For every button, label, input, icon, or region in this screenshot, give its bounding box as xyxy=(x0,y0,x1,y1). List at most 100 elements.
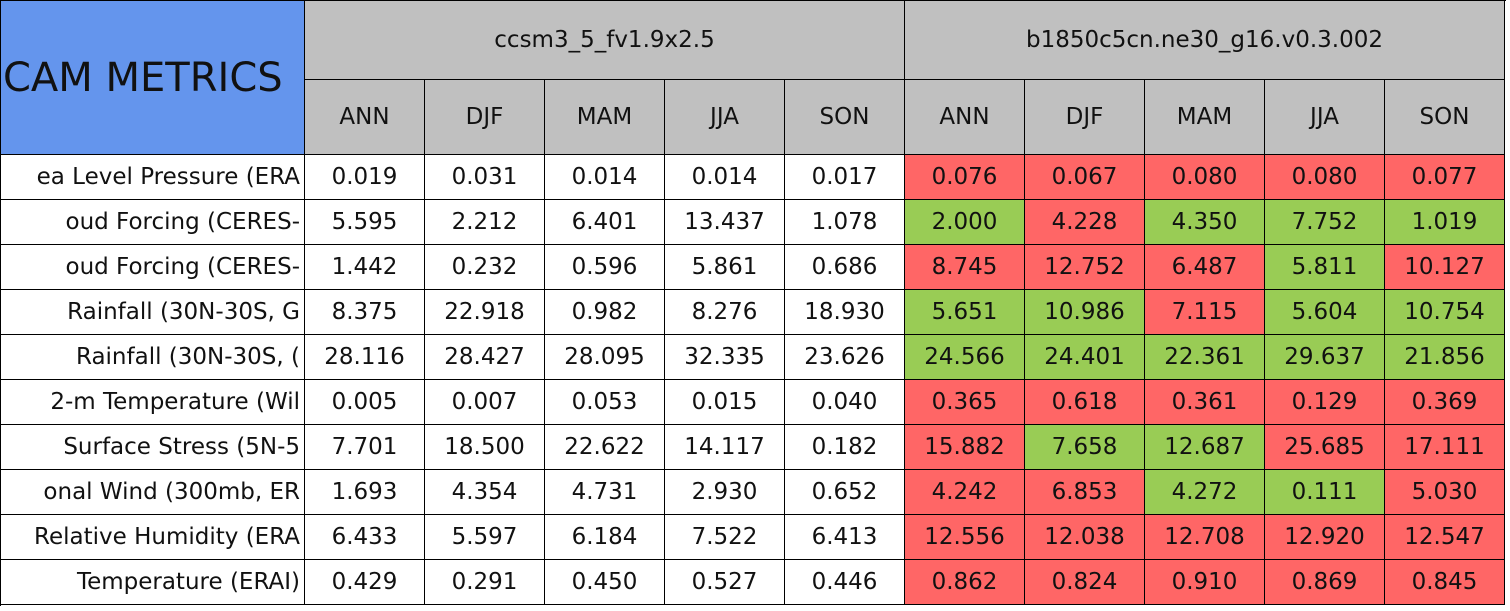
value-cell: 21.856 xyxy=(1385,335,1505,380)
row-label: Surface Stress (5N-5 xyxy=(1,425,305,470)
value-cell: 2.212 xyxy=(425,200,545,245)
value-cell: 7.522 xyxy=(665,515,785,560)
value-cell: 12.547 xyxy=(1385,515,1505,560)
value-cell: 4.731 xyxy=(545,470,665,515)
value-cell: 0.429 xyxy=(305,560,425,605)
value-cell: 10.754 xyxy=(1385,290,1505,335)
value-cell: 6.487 xyxy=(1145,245,1265,290)
value-cell: 5.597 xyxy=(425,515,545,560)
value-cell: 12.687 xyxy=(1145,425,1265,470)
value-cell: 0.291 xyxy=(425,560,545,605)
value-cell: 22.361 xyxy=(1145,335,1265,380)
value-cell: 7.658 xyxy=(1025,425,1145,470)
season-header: SON xyxy=(785,80,905,155)
row-label: Rainfall (30N-30S, G xyxy=(1,290,305,335)
value-cell: 0.361 xyxy=(1145,380,1265,425)
value-cell: 0.077 xyxy=(1385,155,1505,200)
value-cell: 2.930 xyxy=(665,470,785,515)
season-header: DJF xyxy=(1025,80,1145,155)
value-cell: 18.500 xyxy=(425,425,545,470)
value-cell: 32.335 xyxy=(665,335,785,380)
row-label: Rainfall (30N-30S, ( xyxy=(1,335,305,380)
row-label: oud Forcing (CERES- xyxy=(1,245,305,290)
value-cell: 0.015 xyxy=(665,380,785,425)
value-cell: 6.401 xyxy=(545,200,665,245)
value-cell: 24.566 xyxy=(905,335,1025,380)
value-cell: 22.918 xyxy=(425,290,545,335)
value-cell: 12.920 xyxy=(1265,515,1385,560)
season-header: SON xyxy=(1385,80,1505,155)
value-cell: 0.232 xyxy=(425,245,545,290)
value-cell: 5.595 xyxy=(305,200,425,245)
value-cell: 4.350 xyxy=(1145,200,1265,245)
season-header: MAM xyxy=(545,80,665,155)
value-cell: 5.811 xyxy=(1265,245,1385,290)
value-cell: 0.182 xyxy=(785,425,905,470)
value-cell: 0.014 xyxy=(545,155,665,200)
value-cell: 0.527 xyxy=(665,560,785,605)
value-cell: 0.862 xyxy=(905,560,1025,605)
row-label: 2-m Temperature (Wil xyxy=(1,380,305,425)
value-cell: 0.686 xyxy=(785,245,905,290)
value-cell: 28.116 xyxy=(305,335,425,380)
value-cell: 8.745 xyxy=(905,245,1025,290)
value-cell: 1.442 xyxy=(305,245,425,290)
value-cell: 0.007 xyxy=(425,380,545,425)
value-cell: 28.095 xyxy=(545,335,665,380)
value-cell: 0.040 xyxy=(785,380,905,425)
value-cell: 0.019 xyxy=(305,155,425,200)
value-cell: 0.129 xyxy=(1265,380,1385,425)
value-cell: 4.354 xyxy=(425,470,545,515)
value-cell: 1.693 xyxy=(305,470,425,515)
value-cell: 5.651 xyxy=(905,290,1025,335)
season-header: JJA xyxy=(665,80,785,155)
value-cell: 6.853 xyxy=(1025,470,1145,515)
value-cell: 8.276 xyxy=(665,290,785,335)
value-cell: 1.078 xyxy=(785,200,905,245)
value-cell: 0.824 xyxy=(1025,560,1145,605)
value-cell: 12.556 xyxy=(905,515,1025,560)
row-label: ea Level Pressure (ERA xyxy=(1,155,305,200)
row-label: Relative Humidity (ERA xyxy=(1,515,305,560)
value-cell: 7.115 xyxy=(1145,290,1265,335)
value-cell: 0.111 xyxy=(1265,470,1385,515)
value-cell: 14.117 xyxy=(665,425,785,470)
value-cell: 4.242 xyxy=(905,470,1025,515)
value-cell: 29.637 xyxy=(1265,335,1385,380)
value-cell: 0.080 xyxy=(1145,155,1265,200)
value-cell: 6.184 xyxy=(545,515,665,560)
value-cell: 0.869 xyxy=(1265,560,1385,605)
value-cell: 15.882 xyxy=(905,425,1025,470)
value-cell: 1.019 xyxy=(1385,200,1505,245)
value-cell: 2.000 xyxy=(905,200,1025,245)
value-cell: 0.014 xyxy=(665,155,785,200)
value-cell: 0.910 xyxy=(1145,560,1265,605)
value-cell: 25.685 xyxy=(1265,425,1385,470)
value-cell: 12.752 xyxy=(1025,245,1145,290)
value-cell: 0.369 xyxy=(1385,380,1505,425)
value-cell: 5.604 xyxy=(1265,290,1385,335)
value-cell: 4.228 xyxy=(1025,200,1145,245)
value-cell: 0.446 xyxy=(785,560,905,605)
value-cell: 0.982 xyxy=(545,290,665,335)
season-header: ANN xyxy=(905,80,1025,155)
value-cell: 0.450 xyxy=(545,560,665,605)
row-label: Temperature (ERAI) xyxy=(1,560,305,605)
value-cell: 12.708 xyxy=(1145,515,1265,560)
value-cell: 0.652 xyxy=(785,470,905,515)
value-cell: 13.437 xyxy=(665,200,785,245)
value-cell: 24.401 xyxy=(1025,335,1145,380)
value-cell: 0.596 xyxy=(545,245,665,290)
row-label: onal Wind (300mb, ER xyxy=(1,470,305,515)
value-cell: 0.080 xyxy=(1265,155,1385,200)
value-cell: 22.622 xyxy=(545,425,665,470)
value-cell: 0.067 xyxy=(1025,155,1145,200)
season-header: MAM xyxy=(1145,80,1265,155)
value-cell: 7.752 xyxy=(1265,200,1385,245)
value-cell: 0.618 xyxy=(1025,380,1145,425)
value-cell: 17.111 xyxy=(1385,425,1505,470)
value-cell: 6.413 xyxy=(785,515,905,560)
value-cell: 23.626 xyxy=(785,335,905,380)
value-cell: 7.701 xyxy=(305,425,425,470)
